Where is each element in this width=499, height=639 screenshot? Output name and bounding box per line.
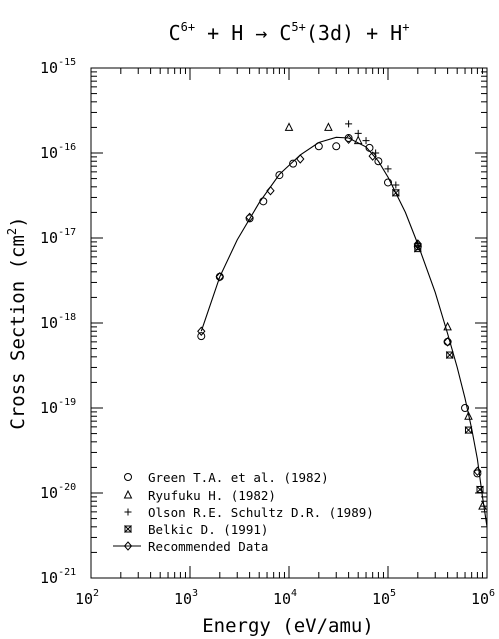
xbox-marker (446, 351, 454, 359)
diamond-marker (266, 185, 275, 196)
y-tick-labels: 10-21 10-20 10-19 10-18 10-17 10-16 10-15 (40, 57, 76, 587)
y-tick-label: 10-20 (40, 482, 76, 502)
x-tick-label: 104 (273, 588, 297, 608)
y-tick-label: 10-16 (40, 142, 76, 162)
circle-marker (384, 178, 392, 187)
data-markers (197, 120, 487, 510)
diamond-marker (368, 151, 377, 161)
diamond-marker (197, 326, 206, 336)
legend: Green T.A. et al. (1982) Ryufuku H. (1982… (113, 470, 374, 554)
diamond-marker (413, 239, 422, 249)
xbox-marker-cross (476, 485, 484, 494)
circle-marker (289, 159, 298, 168)
chart-title: C6+ + H → C5+(3d) + H+ (169, 20, 410, 45)
y-tick-label: 10-18 (40, 312, 76, 332)
plus-marker (345, 120, 353, 128)
xbox-marker (464, 426, 472, 434)
circle-marker (374, 157, 383, 166)
triangle-marker (464, 411, 473, 420)
recommended-curve (200, 136, 488, 527)
plus-marker (414, 240, 422, 248)
legend-entry: Olson R.E. Schultz D.R. (1989) (148, 505, 374, 520)
xbox-marker-cross (445, 351, 454, 359)
xbox-marker (392, 189, 400, 197)
triangle-marker (478, 501, 487, 510)
circle-marker (124, 473, 132, 481)
y-tick-label: 10-21 (40, 567, 76, 587)
x-tick-label: 106 (471, 588, 495, 608)
plus-marker (354, 129, 362, 137)
diamond-marker (443, 337, 452, 347)
plus-marker (362, 137, 370, 145)
circle-marker (332, 142, 341, 151)
triangle-marker (443, 321, 452, 331)
y-tick-label: 10-17 (40, 227, 76, 247)
diamond-marker (123, 541, 133, 551)
circle-marker (259, 197, 268, 206)
recommended-data-line (200, 136, 488, 527)
xbox-marker-cross (464, 426, 473, 434)
legend-entry: Recommended Data (148, 539, 268, 554)
diamond-marker (245, 212, 254, 223)
legend-entry: Green T.A. et al. (1982) (148, 470, 329, 485)
xbox-marker (414, 245, 422, 253)
circle-marker (473, 469, 482, 478)
y-axis-label: Cross Section (cm2) (5, 216, 29, 429)
x-tick-label: 103 (174, 588, 198, 608)
x-axis-label: Energy (eV/amu) (202, 615, 374, 637)
diamond-marker (215, 271, 224, 282)
xbox-marker (476, 485, 484, 493)
diamond-marker (344, 134, 353, 145)
x-tick-labels: 102 103 104 105 106 (75, 588, 495, 608)
diamond-marker (296, 154, 305, 164)
x-tick-label: 105 (372, 588, 396, 608)
diamond-marker (473, 466, 482, 477)
x-tick-label: 102 (75, 588, 99, 608)
triangle-marker (284, 122, 294, 131)
triangle-marker (353, 135, 363, 145)
xbox-marker (124, 525, 132, 533)
xbox-marker-cross (391, 188, 400, 197)
y-tick-label: 10-15 (40, 57, 76, 77)
triangle-marker (324, 122, 333, 131)
plus-marker (124, 508, 132, 516)
circle-marker (197, 332, 206, 341)
axis-ticks (90, 68, 487, 579)
circle-marker (275, 171, 284, 180)
circle-marker (461, 404, 470, 412)
legend-entry: Belkic D. (1991) (148, 522, 268, 537)
circle-marker (314, 142, 323, 151)
legend-entry: Ryufuku H. (1982) (148, 488, 276, 503)
triangle-marker (123, 489, 133, 499)
plus-marker (392, 181, 400, 189)
xbox-marker-cross (124, 525, 132, 533)
y-tick-label: 10-19 (40, 397, 76, 417)
circle-marker (365, 143, 374, 152)
plus-marker (384, 165, 392, 173)
